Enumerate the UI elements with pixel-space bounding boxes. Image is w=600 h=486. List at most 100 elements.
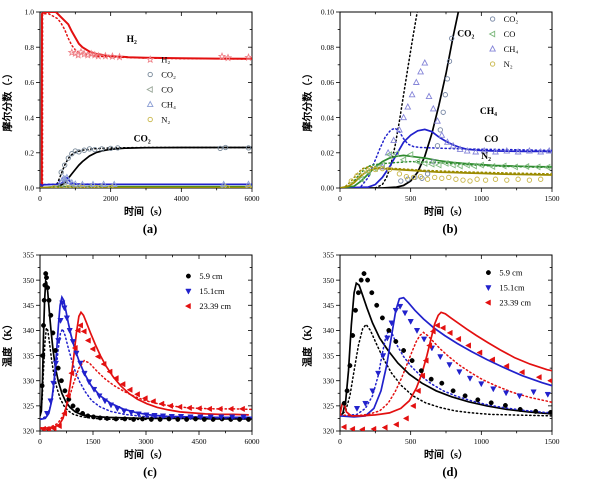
marker-tri_left	[112, 375, 119, 382]
marker-circle	[504, 177, 510, 183]
marker-tri_down	[530, 389, 537, 396]
marker-circle	[93, 184, 100, 188]
marker-circle	[410, 174, 417, 181]
marker-tri_down	[101, 398, 109, 405]
panel-a: 0 2000 4000 6000 0.0 0.2 0.4 0.6 0.8 1.0 时间（s） 摩尔分数…	[0, 0, 300, 243]
marker-tri_down	[77, 360, 84, 367]
marker-tri_left	[381, 424, 388, 431]
marker-circle	[184, 416, 190, 422]
marker-circle	[446, 174, 452, 181]
marker-tri_left	[184, 302, 191, 310]
marker-tri_down	[187, 414, 194, 421]
marker-tri_up	[480, 147, 488, 154]
marker-tri_down	[502, 390, 510, 397]
marker-star	[74, 50, 83, 59]
marker-circle	[72, 148, 78, 154]
marker-tri_up	[492, 147, 499, 155]
marker-tri_down	[437, 354, 444, 361]
y-tick-label: 0.2	[25, 149, 35, 158]
marker-tri_down	[168, 414, 175, 420]
marker-tri_left	[406, 151, 414, 159]
legend-label: N₂	[504, 59, 513, 69]
ticks	[336, 254, 553, 435]
legend-label: 15.1cm	[499, 283, 525, 293]
series-N2-sim-solid	[340, 167, 552, 188]
marker-circle	[379, 165, 386, 172]
marker-tri_down	[218, 414, 225, 421]
chart-b: 0 500 1000 1500 0.00 0.02 0.04 0.06 0.08 0.10 时间（s…	[301, 8, 560, 218]
marker-tri_left	[158, 400, 165, 407]
legend: H₂ CO₂ CO CH₄ N₂	[146, 55, 176, 125]
marker-tri_down	[114, 406, 121, 412]
marker-tri_up	[61, 175, 69, 182]
marker-tri_left	[68, 370, 75, 377]
marker-circle	[222, 144, 229, 151]
marker-star	[94, 51, 103, 60]
marker-tri_left	[133, 391, 140, 398]
series-5.9cm-exp	[341, 271, 552, 415]
marker-tri_up	[537, 147, 545, 155]
marker-tri_up	[449, 141, 457, 149]
marker-tri_left	[414, 387, 421, 394]
marker-tri_left	[402, 415, 409, 422]
series-23.39cm-exp	[340, 322, 552, 431]
marker-tri_down	[107, 402, 115, 409]
marker-star	[115, 52, 124, 61]
marker-tri_up	[63, 173, 71, 180]
annotation: CO₂	[134, 134, 151, 144]
marker-circle	[246, 416, 251, 422]
marker-tri_up	[525, 147, 533, 154]
marker-tri_left	[64, 392, 71, 399]
marker-star	[87, 49, 96, 58]
series-23.39cm-sim-dotted	[340, 331, 552, 417]
marker-tri_down	[73, 350, 80, 357]
marker-tri_left	[385, 151, 393, 159]
marker-circle	[347, 363, 353, 369]
y-tick-label: 325	[23, 402, 35, 411]
series-15.1cm-sim-dotted	[340, 329, 552, 417]
x-tick-label: 0	[338, 437, 342, 446]
ticks	[36, 254, 253, 435]
y-tick-label: 0.02	[321, 149, 334, 158]
x-axis-label: 时间（s）	[124, 205, 168, 218]
marker-circle	[401, 348, 407, 353]
legend-label: H₂	[161, 55, 170, 65]
marker-tri_left	[433, 322, 440, 329]
series-N2-exp	[348, 165, 544, 184]
marker-tri_left	[429, 328, 436, 335]
y-tick-label: 335	[323, 351, 335, 360]
marker-tri_left	[94, 353, 101, 360]
marker-circle	[147, 116, 153, 123]
y-tick-label: 335	[23, 351, 35, 360]
marker-tri_left	[489, 356, 495, 363]
marker-circle	[46, 297, 52, 303]
marker-circle	[489, 16, 496, 22]
series-CH4-exp	[378, 59, 552, 170]
marker-circle	[418, 368, 424, 374]
legend: 5.9 cm 15.1cm 23.39 cm	[484, 268, 531, 308]
marker-circle	[148, 416, 154, 422]
marker-circle	[245, 145, 252, 151]
marker-circle	[403, 173, 410, 180]
x-tick-label: 0	[38, 194, 42, 203]
marker-circle	[386, 166, 393, 173]
marker-tri_down	[69, 339, 77, 346]
y-tick-label: 320	[323, 427, 335, 436]
marker-circle	[113, 416, 119, 422]
marker-circle	[76, 149, 82, 155]
marker-circle	[122, 416, 128, 422]
series-23.39cm-sim-dotted	[40, 359, 252, 429]
marker-circle	[348, 178, 354, 184]
caption-b: (b)	[442, 222, 458, 236]
marker-tri_left	[50, 425, 57, 431]
marker-circle	[85, 413, 91, 419]
marker-tri_left	[543, 163, 551, 171]
y-tick-label: 0.06	[321, 78, 334, 87]
marker-tri_down	[478, 381, 485, 388]
marker-circle	[439, 380, 445, 386]
marker-circle	[99, 146, 105, 152]
series-CH4-sim-solid	[340, 128, 552, 188]
marker-tri_down	[396, 303, 404, 310]
x-tick-label: 500	[405, 437, 417, 446]
series-5.9cm-sim-solid	[340, 281, 552, 417]
